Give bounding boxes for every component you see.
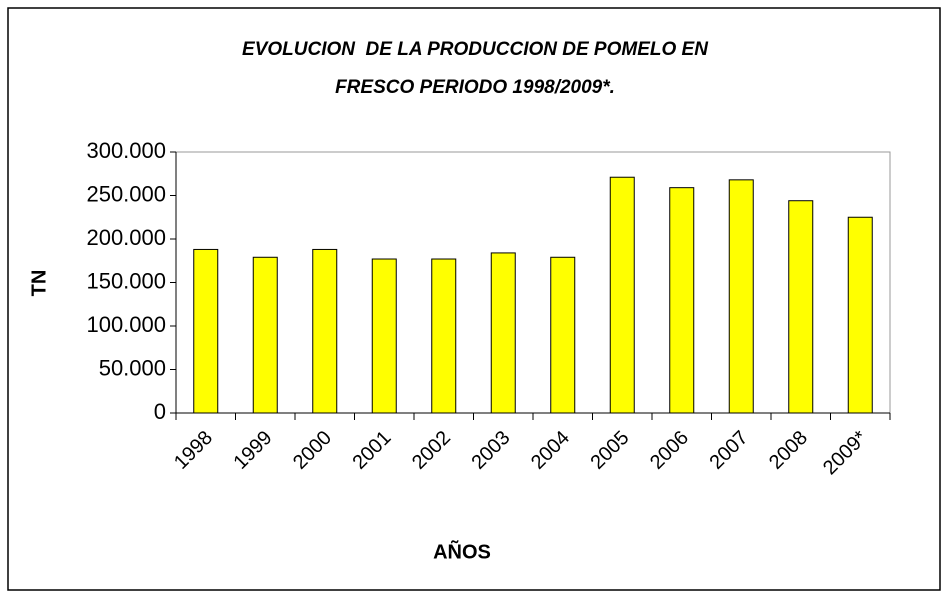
y-tick-label: 200.000: [86, 225, 166, 250]
y-axis-title: TN: [28, 270, 50, 297]
bar: [193, 248, 219, 414]
bar: [431, 258, 457, 414]
bar: [550, 256, 576, 414]
bar: [490, 252, 516, 414]
bar: [728, 179, 754, 414]
y-tick-label: 250.000: [86, 181, 166, 206]
bar: [847, 216, 873, 414]
y-tick-label: 300.000: [86, 138, 166, 163]
x-axis-title: AÑOS: [433, 540, 491, 563]
bar: [371, 258, 397, 414]
y-tick-label: 0: [154, 399, 166, 424]
chart-title: EVOLUCION DE LA PRODUCCION DE POMELO EN: [242, 39, 709, 60]
bar: [312, 248, 338, 414]
bar: [669, 187, 695, 414]
bar: [788, 200, 814, 414]
y-tick-label: 100.000: [86, 312, 166, 337]
chart-border: [7, 7, 941, 591]
y-tick-label: 50.000: [99, 355, 166, 380]
chart-title: FRESCO PERIODO 1998/2009*.: [335, 77, 615, 98]
bar: [252, 256, 278, 414]
y-tick-label: 150.000: [86, 268, 166, 293]
bar: [609, 176, 635, 414]
